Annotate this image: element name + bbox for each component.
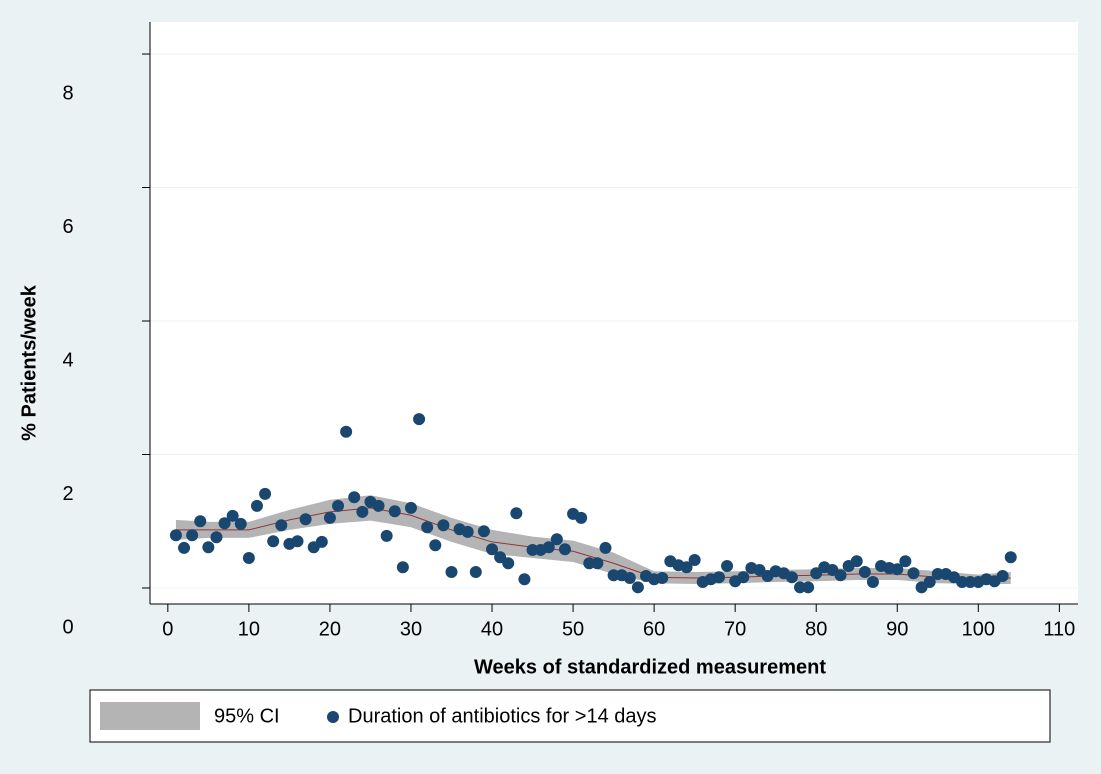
point [785,571,798,584]
x-tick-label: 50 [562,618,584,640]
x-tick-label: 60 [643,618,665,640]
point [558,543,571,556]
point [721,559,734,572]
point [202,541,215,554]
point [1004,551,1017,564]
point [226,509,239,522]
legend-marker [327,711,339,723]
point [469,565,482,578]
point [631,581,644,594]
point [388,505,401,518]
point [486,543,499,556]
point [461,525,474,538]
point [996,569,1009,582]
point [542,541,555,554]
y-tick-label: 6 [62,216,73,238]
x-tick-label: 40 [481,618,503,640]
point [834,569,847,582]
point [477,525,490,538]
ci-band [175,495,1011,584]
point [413,413,426,426]
x-tick-label: 0 [162,618,173,640]
point [550,533,563,546]
point [518,573,531,586]
legend [89,689,1051,743]
point [234,517,247,530]
x-tick-label: 30 [400,618,422,640]
y-tick-label: 0 [62,616,73,638]
y-tick-label: 4 [62,349,73,371]
point [250,499,263,512]
point [323,511,336,524]
y-axis-label: % Patients/week [18,284,40,441]
point [850,555,863,568]
x-tick-label: 10 [238,618,260,640]
point [907,567,920,580]
y-tick-label: 2 [62,483,73,505]
point [923,575,936,588]
point [356,505,369,518]
point [575,511,588,524]
x-tick-label: 110 [1043,618,1075,640]
point [802,581,815,594]
point [404,501,417,514]
legend-swatch [100,702,200,730]
point [680,561,693,574]
x-axis-label: Weeks of standardized measurement [474,656,826,678]
point [291,535,304,548]
x-tick-label: 100 [962,618,995,640]
x-tick-label: 70 [724,618,746,640]
point [348,491,361,504]
x-tick-label: 20 [319,618,341,640]
point [186,529,199,542]
legend-label: Duration of antibiotics for >14 days [348,705,657,727]
point [340,425,353,438]
point [275,519,288,532]
point [169,529,182,542]
point [737,571,750,584]
point [712,571,725,584]
point [315,535,328,548]
point [445,565,458,578]
point [866,575,879,588]
point [623,571,636,584]
point [210,531,223,544]
point [688,553,701,566]
point [380,529,393,542]
point [218,517,231,530]
point [891,563,904,576]
point [242,551,255,564]
point [267,535,280,548]
point [421,521,434,534]
point [656,571,669,584]
point [437,519,450,532]
point [194,515,207,528]
point [299,513,312,526]
point [259,487,272,500]
point [502,557,515,570]
point [396,561,409,574]
y-tick-label: 8 [62,82,73,104]
x-tick-label: 90 [886,618,908,640]
x-tick-label: 80 [805,618,827,640]
point [599,541,612,554]
point [178,541,191,554]
point [858,565,871,578]
legend-label: 95% CI [214,705,280,727]
point [372,499,385,512]
point [332,499,345,512]
point [510,507,523,520]
point [591,557,604,570]
point [429,539,442,552]
point [899,555,912,568]
